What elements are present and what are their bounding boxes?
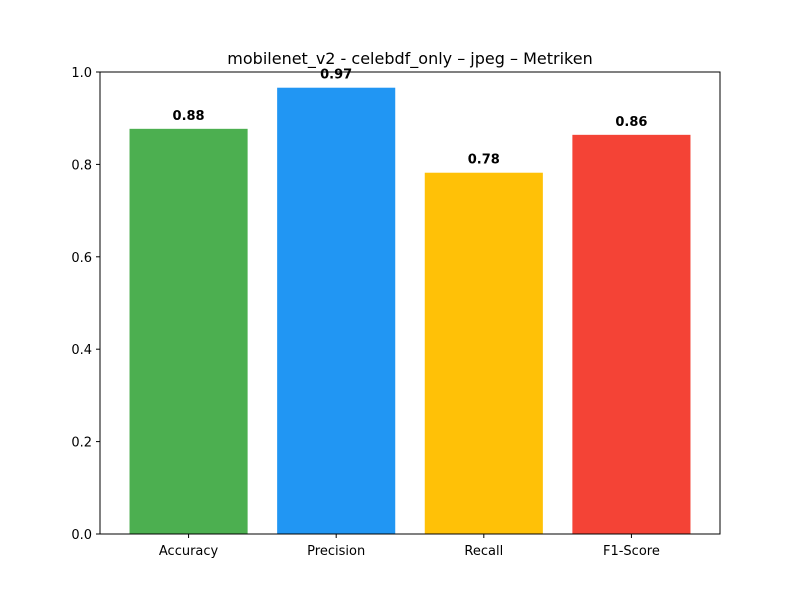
y-tick-label: 0.4	[71, 343, 92, 358]
data-label: 0.97	[320, 68, 352, 83]
y-tick-label: 0.2	[71, 436, 92, 451]
y-tick-label: 0.8	[71, 158, 92, 173]
y-axis-ticks: 0.0 0.2 0.4 0.6 0.8 1.0	[71, 66, 100, 543]
data-label: 0.88	[173, 109, 205, 124]
plot-frame	[99, 71, 721, 535]
chart-title: mobilenet_v2 - celebdf_only – jpeg – Met…	[227, 49, 592, 69]
data-label: 0.78	[468, 153, 500, 168]
x-tick-label: Accuracy	[159, 544, 219, 559]
bar-f1-score	[572, 134, 691, 534]
data-label: 0.86	[615, 115, 647, 130]
y-tick-label: 1.0	[71, 66, 92, 81]
y-tick-label: 0.6	[71, 251, 92, 266]
bar-precision	[277, 87, 396, 534]
x-tick-label: F1-Score	[603, 544, 660, 559]
bar-accuracy	[129, 128, 248, 535]
x-tick-label: Precision	[307, 544, 365, 559]
y-tick-label: 0.0	[71, 528, 92, 543]
x-tick-label: Recall	[464, 544, 503, 559]
bar-recall	[424, 172, 543, 534]
x-axis-ticks: Accuracy Precision Recall F1-Score	[159, 534, 660, 559]
bars-group: 0.88 0.97 0.78 0.86	[129, 68, 691, 535]
